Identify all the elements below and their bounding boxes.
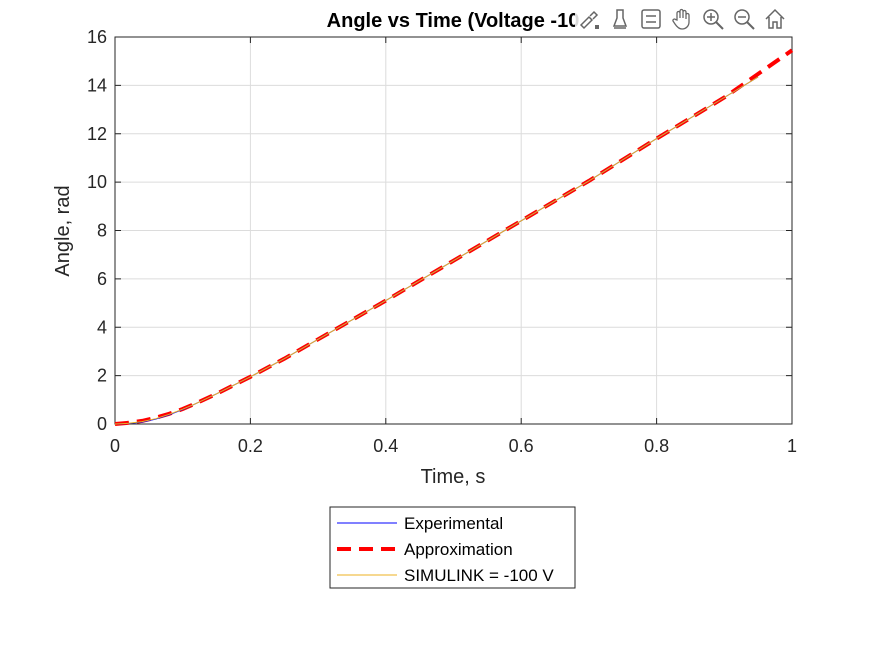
legend[interactable]: Experimental Approximation SIMULINK = -100…	[329, 506, 576, 589]
y-axis-label: Angle, rad	[52, 185, 74, 276]
y-tick-label: 12	[87, 124, 107, 144]
legend-label-0: Experimental	[404, 514, 503, 533]
y-tick-label: 8	[97, 221, 107, 241]
brush-icon[interactable]	[575, 5, 603, 33]
series-line-2	[114, 76, 759, 425]
legend-label-1: Approximation	[404, 540, 513, 559]
zoom-in-icon[interactable]	[699, 5, 727, 33]
y-tick-label: 2	[97, 366, 107, 386]
y-tick-label: 14	[87, 75, 107, 95]
x-tick-label: 0	[110, 436, 120, 456]
x-tick-label: 0.2	[238, 436, 263, 456]
home-icon[interactable]	[761, 5, 789, 33]
x-axis-label: Time, s	[421, 466, 486, 488]
y-tick-label: 10	[87, 172, 107, 192]
legend-label-2: SIMULINK = -100 V	[404, 566, 554, 585]
data-tips-icon[interactable]	[606, 5, 634, 33]
y-tick-label: 6	[97, 269, 107, 289]
y-tick-label: 0	[97, 414, 107, 434]
y-tick-label: 16	[87, 27, 107, 47]
legend-icon[interactable]	[637, 5, 665, 33]
y-tick-label: 4	[97, 317, 107, 337]
zoom-out-icon[interactable]	[730, 5, 758, 33]
series-group	[114, 48, 794, 426]
x-tick-label: 0.8	[644, 436, 669, 456]
pan-icon[interactable]	[668, 5, 696, 33]
x-tick-label: 0.6	[509, 436, 534, 456]
legend-entries: Experimental Approximation SIMULINK = -100…	[337, 514, 554, 585]
axes-toolbar	[575, 5, 789, 33]
chart-title: Angle vs Time (Voltage -10	[327, 10, 580, 32]
x-tick-label: 1	[787, 436, 797, 456]
x-tick-label: 0.4	[373, 436, 398, 456]
